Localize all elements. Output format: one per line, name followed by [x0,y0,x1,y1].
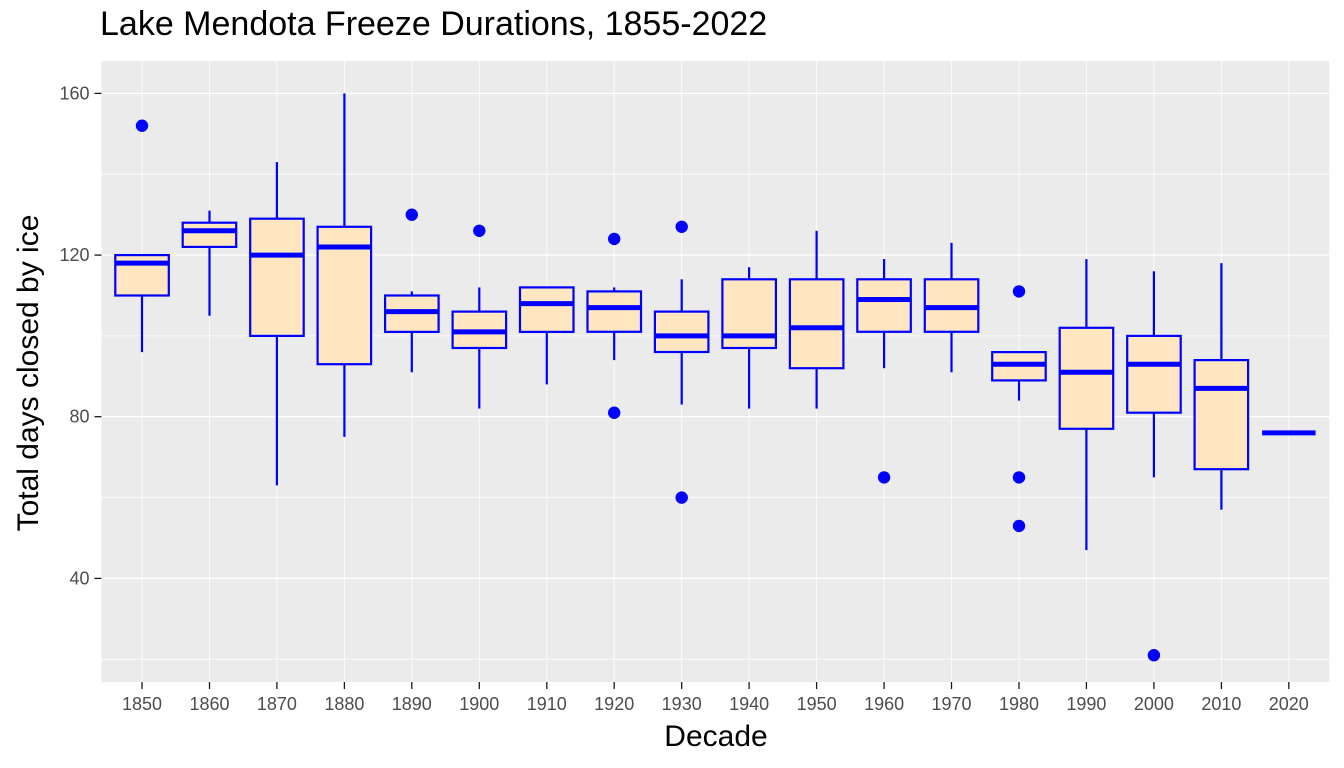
svg-text:2000: 2000 [1134,694,1174,714]
svg-text:40: 40 [69,568,89,588]
svg-text:80: 80 [69,407,89,427]
svg-text:2010: 2010 [1201,694,1241,714]
svg-text:1850: 1850 [122,694,162,714]
svg-text:1950: 1950 [797,694,837,714]
svg-text:1890: 1890 [392,694,432,714]
svg-text:1930: 1930 [662,694,702,714]
svg-text:160: 160 [59,83,89,103]
svg-text:1880: 1880 [324,694,364,714]
svg-text:1990: 1990 [1066,694,1106,714]
svg-text:1980: 1980 [999,694,1039,714]
svg-text:120: 120 [59,245,89,265]
svg-text:1900: 1900 [459,694,499,714]
svg-text:1860: 1860 [189,694,229,714]
svg-text:1870: 1870 [257,694,297,714]
svg-text:1920: 1920 [594,694,634,714]
svg-text:1910: 1910 [527,694,567,714]
svg-text:1940: 1940 [729,694,769,714]
svg-text:1970: 1970 [931,694,971,714]
svg-text:2020: 2020 [1269,694,1309,714]
svg-text:1960: 1960 [864,694,904,714]
